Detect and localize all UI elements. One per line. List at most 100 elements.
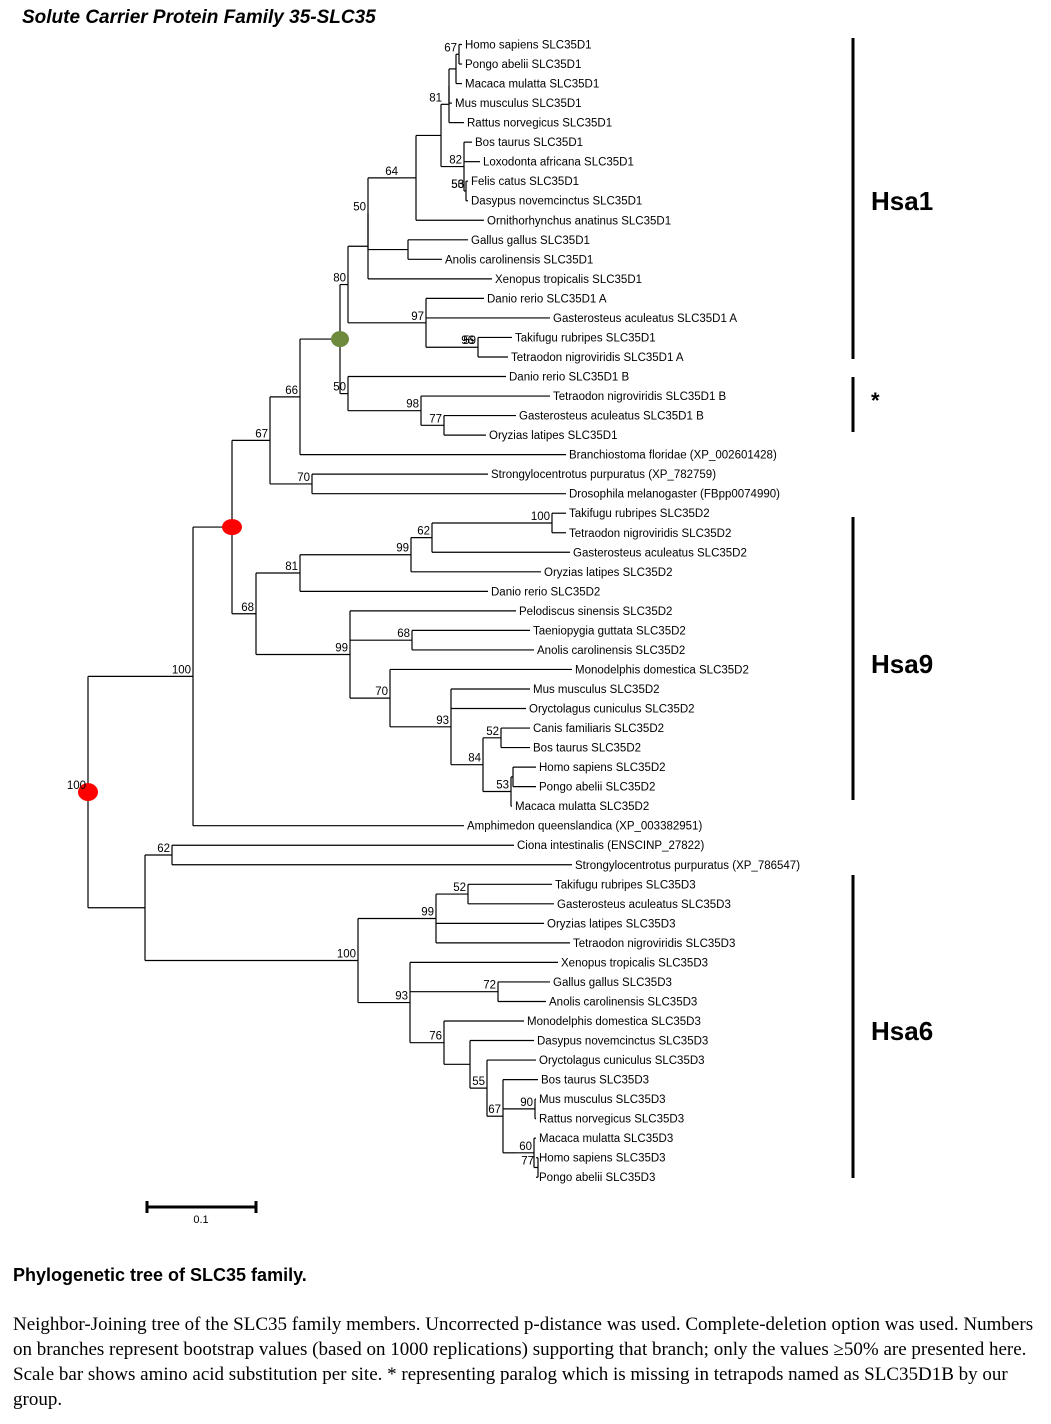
bootstrap-value: 100: [337, 949, 356, 961]
bootstrap-value: 93: [395, 991, 408, 1003]
leaf-label: Homo sapiens SLC35D3: [539, 1153, 666, 1165]
bootstrap-value: 64: [385, 166, 398, 178]
leaf-label: Takifugu rubripes SLC35D1: [515, 332, 656, 344]
bootstrap-value: 90: [520, 1097, 533, 1109]
leaf-label: Strongylocentrotus purpuratus (XP_786547…: [575, 860, 800, 872]
leaf-label: Takifugu rubripes SLC35D3: [555, 879, 696, 891]
bootstrap-value: 50: [353, 202, 366, 214]
leaf-label: Rattus norvegicus SLC35D3: [539, 1114, 684, 1126]
leaf-label: Tetraodon nigroviridis SLC35D3: [573, 938, 735, 950]
bootstrap-value: 52: [453, 882, 466, 894]
fish-duplication-node-marker: [331, 331, 349, 348]
root-node-marker: [78, 783, 98, 802]
bootstrap-value: 68: [397, 628, 410, 640]
leaf-label: Gallus gallus SLC35D1: [471, 235, 590, 247]
bootstrap-value: 70: [297, 472, 310, 484]
leaf-label: Danio rerio SLC35D1 B: [509, 372, 630, 384]
bootstrap-value: 62: [417, 526, 430, 538]
leaf-label: Homo sapiens SLC35D1: [465, 40, 592, 52]
leaf-label: Gasterosteus aculeatus SLC35D2: [573, 547, 747, 559]
bootstrap-value: 97: [411, 311, 424, 323]
bootstrap-value: 77: [429, 413, 442, 425]
leaf-label: Felis catus SLC35D1: [471, 176, 579, 188]
leaf-label: Gasterosteus aculeatus SLC35D3: [557, 899, 731, 911]
clade-label: Hsa9: [871, 649, 933, 679]
leaf-label: Anolis carolinensis SLC35D1: [445, 254, 593, 266]
leaf-label: Mus musculus SLC35D2: [533, 684, 660, 696]
leaf-label: Tetraodon nigroviridis SLC35D1 B: [553, 391, 727, 403]
bootstrap-value: 53: [451, 179, 464, 191]
bootstrap-value: 99: [335, 643, 348, 655]
bootstrap-value: 99: [421, 906, 434, 918]
leaf-label: Loxodonta africana SLC35D1: [483, 157, 634, 169]
leaf-label: Bos taurus SLC35D2: [533, 743, 641, 755]
leaf-label: Mus musculus SLC35D1: [455, 98, 582, 110]
bootstrap-value: 59: [463, 335, 476, 347]
leaf-label: Xenopus tropicalis SLC35D3: [561, 957, 708, 969]
duplication-node-marker: [222, 519, 242, 536]
bootstrap-value: 56: [451, 179, 464, 191]
leaf-label: Anolis carolinensis SLC35D2: [537, 645, 685, 657]
leaf-label: Pongo abelii SLC35D1: [465, 59, 581, 71]
bootstrap-value: 80: [333, 273, 346, 285]
clade-label: *: [871, 388, 880, 413]
leaf-label: Tetraodon nigroviridis SLC35D1 A: [511, 352, 684, 364]
bootstrap-value: 68: [241, 602, 254, 614]
bootstrap-value: 67: [444, 42, 457, 54]
clade-label: Hsa6: [871, 1016, 933, 1046]
scale-bar-label: 0.1: [193, 1214, 208, 1226]
leaf-label: Mus musculus SLC35D3: [539, 1094, 666, 1106]
bootstrap-value: 84: [468, 753, 481, 765]
leaf-label: Monodelphis domestica SLC35D2: [575, 664, 749, 676]
leaf-label: Macaca mulatta SLC35D1: [465, 79, 599, 91]
leaf-label: Gasterosteus aculeatus SLC35D1 A: [553, 313, 737, 325]
bootstrap-value: 98: [406, 399, 419, 411]
caption-title: Phylogenetic tree of SLC35 family.: [13, 1265, 307, 1285]
bootstrap-value: 53: [496, 780, 509, 792]
leaf-label: Macaca mulatta SLC35D3: [539, 1133, 673, 1145]
leaf-label: Pelodiscus sinensis SLC35D2: [519, 606, 672, 618]
bootstrap-value: 100: [67, 780, 86, 792]
caption-text: Neighbor-Joining tree of the SLC35 famil…: [13, 1314, 1034, 1410]
leaf-label: Oryctolagus cuniculus SLC35D2: [529, 704, 695, 716]
bootstrap-value: 67: [488, 1104, 501, 1116]
bootstrap-value: 52: [486, 726, 499, 738]
leaf-label: Pongo abelii SLC35D2: [539, 782, 655, 794]
bootstrap-value: 50: [333, 382, 346, 394]
leaf-label: Oryzias latipes SLC35D1: [489, 430, 617, 442]
leaf-label: Homo sapiens SLC35D2: [539, 762, 666, 774]
leaf-label: Ciona intestinalis (ENSCINP_27822): [517, 840, 704, 852]
leaf-label: Bos taurus SLC35D1: [475, 137, 583, 149]
leaf-label: Taeniopygia guttata SLC35D2: [533, 625, 686, 637]
leaf-label: Anolis carolinensis SLC35D3: [549, 996, 697, 1008]
leaf-label: Monodelphis domestica SLC35D3: [527, 1016, 701, 1028]
leaf-label: Oryctolagus cuniculus SLC35D3: [539, 1055, 705, 1067]
bootstrap-value: 62: [157, 843, 170, 855]
leaf-label: Strongylocentrotus purpuratus (XP_782759…: [491, 469, 716, 481]
leaf-label: Drosophila melanogaster (FBpp0074990): [569, 489, 780, 501]
bootstrap-value: 67: [255, 428, 268, 440]
leaf-label: Ornithorhynchus anatinus SLC35D1: [487, 215, 671, 227]
bootstrap-value: 100: [531, 511, 550, 523]
leaf-label: Danio rerio SLC35D2: [491, 586, 600, 598]
bootstrap-value: 70: [375, 686, 388, 698]
bootstrap-value: 99: [396, 543, 409, 555]
bootstrap-value: 60: [519, 1141, 532, 1153]
bootstrap-value: 93: [436, 715, 449, 727]
leaf-label: Gallus gallus SLC35D3: [553, 977, 672, 989]
bootstrap-value: 96: [461, 335, 474, 347]
leaf-label: Danio rerio SLC35D1 A: [487, 293, 607, 305]
leaf-label: Rattus norvegicus SLC35D1: [467, 118, 612, 130]
leaf-label: Xenopus tropicalis SLC35D1: [495, 274, 642, 286]
leaf-label: Takifugu rubripes SLC35D2: [569, 508, 710, 520]
bootstrap-value: 55: [472, 1076, 485, 1088]
bootstrap-value: 66: [285, 385, 298, 397]
leaf-label: Canis familiaris SLC35D2: [533, 723, 664, 735]
figure-title: Solute Carrier Protein Family 35-SLC35: [22, 7, 376, 28]
leaf-label: Dasypus novemcinctus SLC35D1: [471, 196, 642, 208]
leaf-label: Amphimedon queenslandica (XP_003382951): [467, 821, 702, 833]
bootstrap-value: 72: [483, 980, 496, 992]
leaf-label: Macaca mulatta SLC35D2: [515, 801, 649, 813]
leaf-label: Dasypus novemcinctus SLC35D3: [537, 1036, 708, 1048]
